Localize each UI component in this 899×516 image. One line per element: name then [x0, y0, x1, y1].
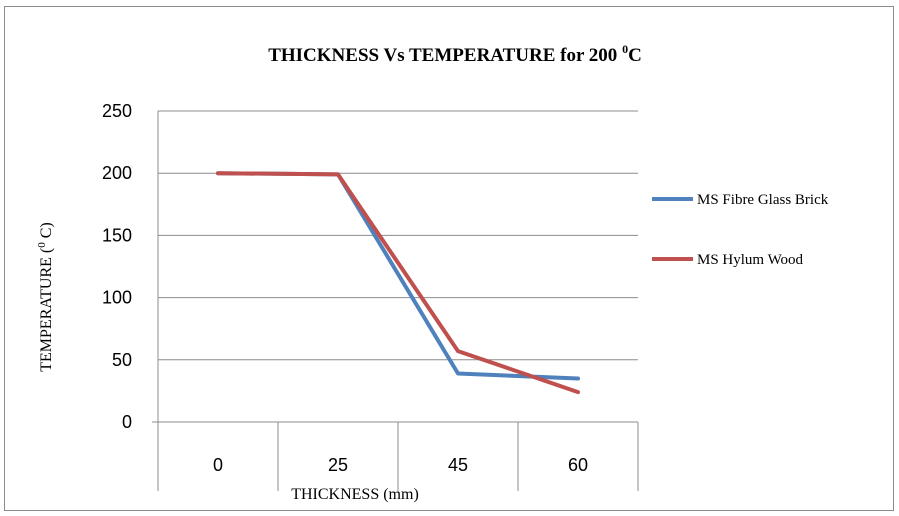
- series-lines: [216, 171, 580, 395]
- legend-label-2: MS Hylum Wood: [697, 252, 804, 268]
- axes: [152, 111, 639, 491]
- chart-frame: [4, 6, 894, 511]
- y-tick-label: 50: [112, 350, 132, 370]
- x-tick-label: 25: [328, 455, 348, 475]
- y-axis-label: TEMPERATURE (0 C): [36, 222, 55, 372]
- y-tick-label: 0: [122, 412, 132, 432]
- legend: MS Fibre Glass Brick MS Hylum Wood: [652, 192, 829, 268]
- y-tick-label: 200: [102, 163, 132, 183]
- y-tick-label: 250: [102, 101, 132, 121]
- x-axis-label: THICKNESS (mm): [291, 486, 419, 503]
- y-tick-label: 150: [102, 225, 132, 245]
- legend-label-1: MS Fibre Glass Brick: [697, 192, 829, 208]
- gridlines: [158, 110, 638, 361]
- chart-title: THICKNESS Vs TEMPERATURE for 200 0C: [268, 42, 642, 66]
- x-tick-label: 45: [448, 455, 468, 475]
- x-tick-label: 60: [568, 455, 588, 475]
- series-line-1: [216, 171, 580, 381]
- series-line-2: [216, 171, 580, 395]
- y-tick-labels: 0 50 100 150 200 250: [102, 101, 132, 432]
- x-tick-labels: 0 25 45 60: [213, 455, 588, 475]
- y-tick-label: 100: [102, 288, 132, 308]
- x-tick-label: 0: [213, 455, 223, 475]
